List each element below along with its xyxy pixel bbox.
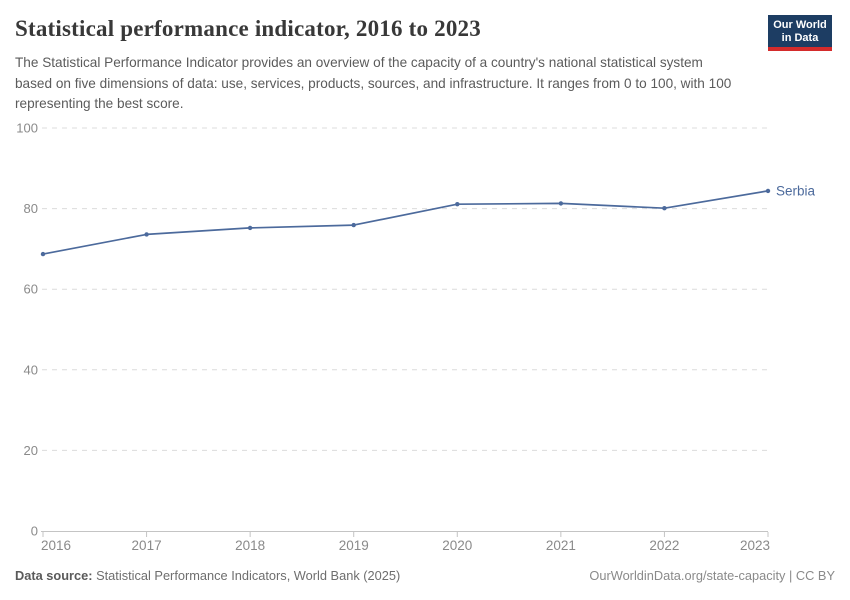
y-tick-label-100: 100 [16, 121, 38, 136]
y-tick-label-20: 20 [24, 443, 38, 458]
x-tick-label-2023: 2023 [740, 538, 770, 553]
x-tick-label-2018: 2018 [235, 538, 265, 553]
data-point-serbia-2020 [455, 202, 460, 207]
data-source-label: Data source: [15, 568, 93, 583]
y-tick-label-80: 80 [24, 201, 38, 216]
y-tick-label-0: 0 [31, 524, 38, 539]
owid-logo-line1: Our World [773, 19, 827, 31]
x-tick-label-2017: 2017 [132, 538, 162, 553]
data-point-serbia-2023 [765, 188, 771, 194]
chart-subtitle: The Statistical Performance Indicator pr… [15, 55, 732, 111]
owid-logo-line2: in Data [781, 32, 819, 44]
series-line-serbia [42, 190, 769, 255]
y-tick-label-60: 60 [24, 282, 38, 297]
x-tick-label-2019: 2019 [339, 538, 369, 553]
data-point-serbia-2022 [662, 206, 667, 211]
data-source-text: Statistical Performance Indicators, Worl… [92, 568, 401, 583]
data-point-serbia-2021 [558, 201, 564, 206]
data-point-serbia-2019 [351, 222, 356, 228]
owid-url-license[interactable]: OurWorldinData.org/state-capacity | CC B… [589, 568, 835, 583]
data-point-serbia-2018 [247, 225, 253, 231]
data-point-serbia-2016 [40, 251, 46, 257]
chart-footer: Data source: Statistical Performance Ind… [15, 568, 835, 583]
chart-title: Statistical performance indicator, 2016 … [15, 16, 481, 41]
series-end-label-serbia: Serbia [776, 183, 816, 198]
data-point-serbia-2017 [144, 232, 149, 237]
x-tick-label-2016: 2016 [41, 538, 71, 553]
x-tick-label-2022: 2022 [649, 538, 679, 553]
y-tick-label-40: 40 [24, 362, 38, 377]
x-tick-label-2020: 2020 [442, 538, 472, 553]
x-tick-label-2021: 2021 [546, 538, 576, 553]
owid-logo[interactable]: Our World in Data [768, 15, 832, 51]
data-source-note: Data source: Statistical Performance Ind… [15, 568, 400, 583]
